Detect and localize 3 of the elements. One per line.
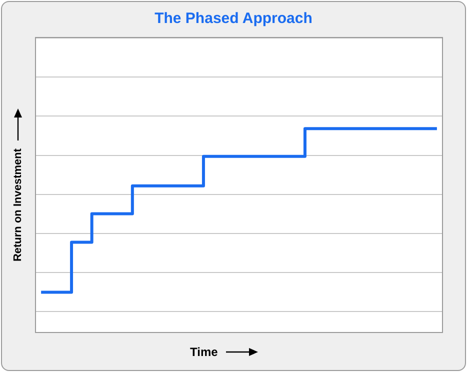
x-axis-title: Time xyxy=(190,345,218,359)
chart-title: The Phased Approach xyxy=(154,10,314,27)
y-axis-title: Return on Investment xyxy=(12,148,24,262)
